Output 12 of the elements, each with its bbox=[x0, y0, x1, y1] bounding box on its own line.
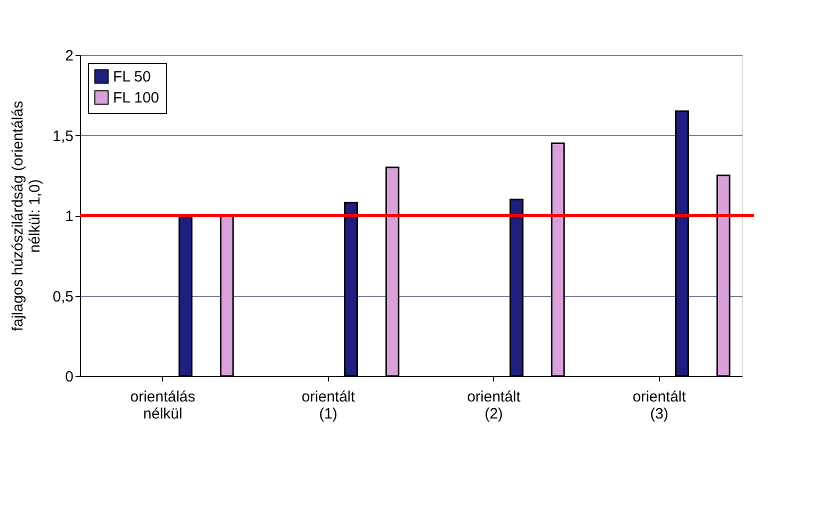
x-tick-label: orientálás nélkül bbox=[130, 388, 196, 422]
y-tick-label: 1 bbox=[65, 208, 74, 225]
y-tick-label: 0,5 bbox=[52, 288, 74, 306]
x-tick-label: orientált (1) bbox=[302, 388, 356, 422]
legend-label: FL 100 bbox=[113, 90, 160, 106]
legend-label: FL 50 bbox=[113, 68, 151, 86]
x-tick-label: orientált (3) bbox=[632, 388, 687, 422]
y-tick-label: 0 bbox=[65, 368, 74, 386]
y-axis-title: fajlagos húzószilárdság (orientálás nélkül: 1,0) bbox=[10, 100, 44, 332]
x-tick-label: orientált (2) bbox=[467, 388, 522, 422]
y-tick-label: 2 bbox=[65, 48, 74, 64]
y-tick-label: 1,5 bbox=[52, 128, 74, 145]
